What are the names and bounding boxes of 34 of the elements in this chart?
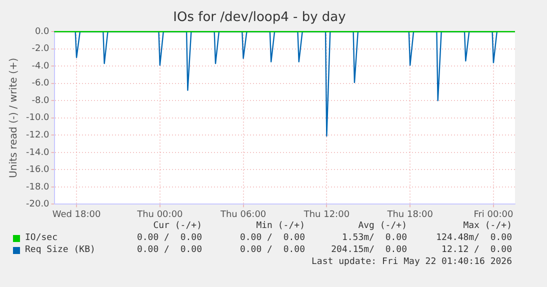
y-tick-label: -12.0 <box>26 130 50 141</box>
y-tick-label: -16.0 <box>26 165 50 176</box>
y-tick-label: -18.0 <box>26 182 50 192</box>
y-tick-label: -10.0 <box>26 113 50 124</box>
text: 0.00 / 0.00 <box>136 245 202 255</box>
y-tick-label: -4.0 <box>32 61 50 72</box>
y-tick-label: -2.0 <box>32 44 50 54</box>
y-tick-label: -20.0 <box>26 200 50 210</box>
text: Avg (-/+) <box>358 221 407 231</box>
x-tick-label: Thu 18:00 <box>386 210 434 220</box>
y-tick-label: -6.0 <box>32 78 50 89</box>
text: 1.53m/ 0.00 <box>342 233 407 243</box>
text: 0.00 / 0.00 <box>240 245 305 255</box>
text: 0.00 / 0.00 <box>240 233 305 243</box>
x-tick-label: Wed 18:00 <box>52 210 102 220</box>
text: Cur (-/+) <box>153 221 202 231</box>
text: 204.15m/ 0.00 <box>331 245 407 255</box>
text: Last update: Fri May 22 01:40:16 2026 <box>312 257 512 267</box>
text: 12.12 / 0.00 <box>442 245 512 255</box>
y-tick-label: 0.0 <box>34 26 50 37</box>
x-tick-label: Thu 00:00 <box>136 210 184 220</box>
text: 124.48m/ 0.00 <box>436 233 512 243</box>
text: Max (-/+) <box>463 221 512 231</box>
x-tick-label: Thu 12:00 <box>302 210 350 220</box>
y-tick-label: -8.0 <box>32 96 50 106</box>
text: Min (-/+) <box>256 221 305 231</box>
x-tick-label: Thu 06:00 <box>219 210 266 220</box>
x-tick-label: Fri 00:00 <box>474 210 514 220</box>
chart-title: IOs for /dev/loop4 - by day <box>173 10 346 26</box>
legend-label: Req Size (KB) <box>25 245 96 255</box>
y-axis-title: Units read (-) / write (+) <box>8 58 20 178</box>
legend-label: IO/sec <box>25 233 58 243</box>
text: 0.00 / 0.00 <box>136 233 202 243</box>
y-tick-label: -14.0 <box>26 148 50 158</box>
